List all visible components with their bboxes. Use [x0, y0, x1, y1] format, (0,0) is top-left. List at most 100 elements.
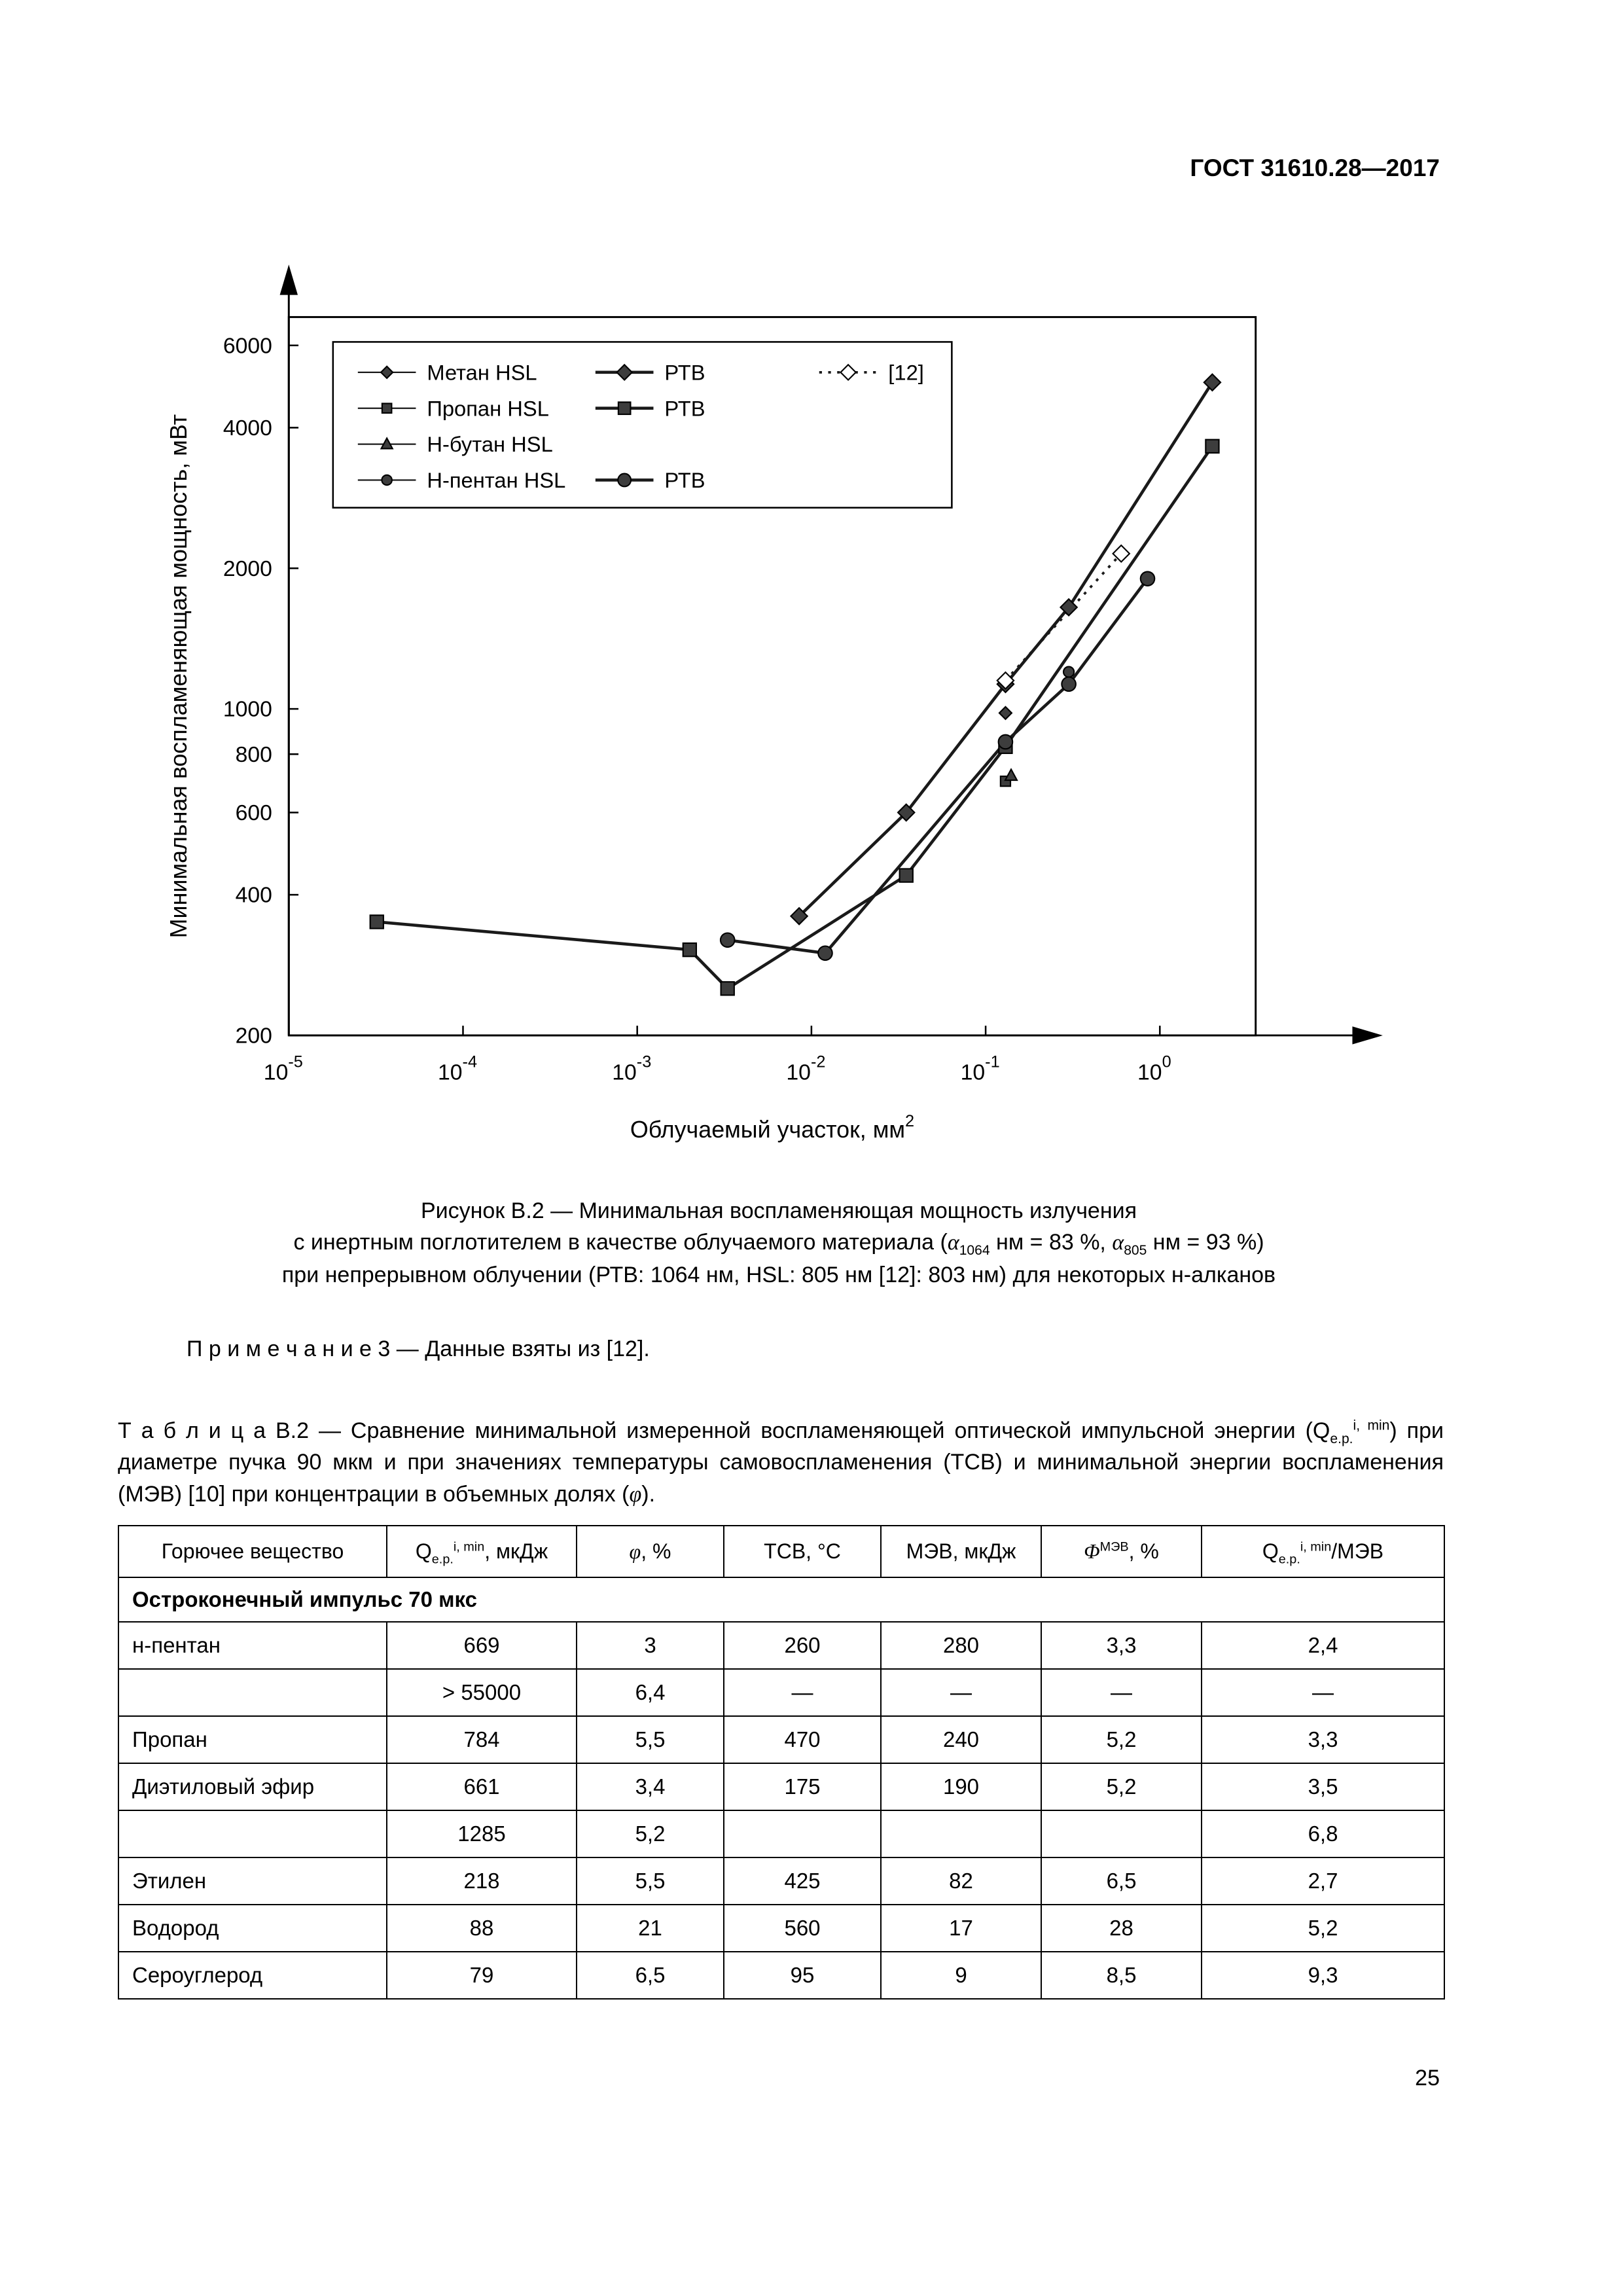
table-cell: 425 — [723, 1857, 882, 1905]
table-cell — [118, 1668, 387, 1717]
table-cell — [880, 1810, 1042, 1858]
figure-caption: Рисунок В.2 — Минимальная воспламеняющая… — [118, 1195, 1440, 1291]
column-header: Qe.p.i, min/МЭВ — [1201, 1525, 1445, 1578]
svg-text:6000: 6000 — [223, 333, 272, 358]
data-table: Горючее вещество Qe.p.i, min, мкДж φ, % ТСВ… — [118, 1525, 1445, 2000]
table-cell: 280 — [880, 1621, 1042, 1670]
svg-text:10-4: 10-4 — [438, 1052, 477, 1085]
table-cell: > 55000 — [386, 1668, 577, 1717]
table-cell — [118, 1810, 387, 1858]
table-cell: 5,5 — [576, 1857, 724, 1905]
table-row: Водород 88 21 560 17 28 5,2 — [118, 1904, 1445, 1952]
chart-series — [369, 373, 1222, 996]
table-row: Сероуглерод 79 6,5 95 9 8,5 9,3 — [118, 1951, 1445, 2000]
svg-text:4000: 4000 — [223, 416, 272, 440]
table-cell: Водород — [118, 1904, 387, 1952]
table-cell: 21 — [576, 1904, 724, 1952]
table-cell: 218 — [386, 1857, 577, 1905]
table-cell: 3 — [576, 1621, 724, 1670]
table-cell: 2,7 — [1201, 1857, 1445, 1905]
svg-text:[12]: [12] — [888, 360, 924, 384]
column-header: Горючее вещество — [118, 1525, 387, 1578]
table-cell: 240 — [880, 1715, 1042, 1764]
figure-caption-line-1: Рисунок В.2 — Минимальная воспламеняющая… — [420, 1198, 1137, 1223]
page-number: 25 — [1415, 2066, 1440, 2090]
table-cell: 260 — [723, 1621, 882, 1670]
table-cell — [723, 1810, 882, 1858]
column-header: Qe.p.i, min, мкДж — [386, 1525, 577, 1578]
table-section-cell: Остроконечный импульс 70 мкс — [118, 1577, 1445, 1623]
table-cell — [1041, 1810, 1202, 1858]
table-cell: 3,3 — [1041, 1621, 1202, 1670]
table-cell: 661 — [386, 1763, 577, 1811]
table-row: Пропан 784 5,5 470 240 5,2 3,3 — [118, 1715, 1445, 1764]
table-cell: — — [880, 1668, 1042, 1717]
svg-text:100: 100 — [1137, 1052, 1171, 1085]
svg-text:1000: 1000 — [223, 697, 272, 722]
svg-text:800: 800 — [236, 742, 272, 767]
svg-text:600: 600 — [236, 800, 272, 825]
svg-text:2000: 2000 — [223, 556, 272, 581]
table-cell: 560 — [723, 1904, 882, 1952]
figure-chart-container: 200 400 600 800 1000 2000 4000 6000 10-5 10-4 10-3… — [151, 262, 1394, 1177]
table-cell: Сероуглерод — [118, 1951, 387, 2000]
svg-text:10-3: 10-3 — [612, 1052, 651, 1085]
table-cell: 88 — [386, 1904, 577, 1952]
svg-text:10-2: 10-2 — [786, 1052, 825, 1085]
table-head-row: Горючее вещество Qe.p.i, min, мкДж φ, % ТСВ… — [118, 1525, 1445, 1578]
note-text: П р и м е ч а н и е 3 — Данные взяты из … — [187, 1336, 650, 1361]
table-cell: 5,2 — [1041, 1715, 1202, 1764]
svg-text:Облучаемый участок, мм2: Облучаемый участок, мм2 — [630, 1112, 914, 1143]
table-row: > 55000 6,4— — — — — [118, 1668, 1445, 1717]
table-cell: 2,4 — [1201, 1621, 1445, 1670]
table-cell: 175 — [723, 1763, 882, 1811]
table-cell: 9 — [880, 1951, 1042, 2000]
table-cell: 784 — [386, 1715, 577, 1764]
table-cell: Диэтиловый эфир — [118, 1763, 387, 1811]
svg-text:Минимальная воспламеняющая мощ: Минимальная воспламеняющая мощность, мВт — [166, 414, 192, 938]
table-body: Остроконечный импульс 70 мкс н-пентан 669 3… — [118, 1577, 1445, 2000]
table-cell: 9,3 — [1201, 1951, 1445, 2000]
table-cell: 6,5 — [1041, 1857, 1202, 1905]
table-row: н-пентан 669 3 260 280 3,3 2,4 — [118, 1621, 1445, 1670]
table-cell: 28 — [1041, 1904, 1202, 1952]
table-cell: Этилен — [118, 1857, 387, 1905]
column-header: ТСВ, °С — [723, 1525, 882, 1578]
figure-caption-line-3: при непрерывном облучении (РТВ: 1064 нм,… — [281, 1262, 1276, 1287]
table-row: Этилен 218 5,5 425 82 6,5 2,7 — [118, 1857, 1445, 1905]
column-header: МЭВ, мкДж — [880, 1525, 1042, 1578]
document-header: ГОСТ 31610.28—2017 — [1190, 154, 1440, 181]
table-cell: 8,5 — [1041, 1951, 1202, 2000]
table-cell: Пропан — [118, 1715, 387, 1764]
table-cell: 6,8 — [1201, 1810, 1445, 1858]
table-cell: 5,5 — [576, 1715, 724, 1764]
figure-chart: 200 400 600 800 1000 2000 4000 6000 10-5 10-4 10-3… — [166, 264, 1383, 1143]
table-caption: Т а б л и ц а В.2 — Сравнение минимально… — [118, 1418, 1444, 1507]
table-cell: 95 — [723, 1951, 882, 2000]
table-cell: — — [723, 1668, 882, 1717]
table-cell: 3,5 — [1201, 1763, 1445, 1811]
table-row: Диэтиловый эфир 661 3,4 175 190 5,2 3,5 — [118, 1763, 1445, 1811]
figure-caption-line-2: с инертным поглотителем в качестве облуч… — [293, 1230, 1264, 1259]
table-cell: 5,2 — [1041, 1763, 1202, 1811]
table-cell: 1285 — [386, 1810, 577, 1858]
table-cell: 79 — [386, 1951, 577, 2000]
table-cell: 669 — [386, 1621, 577, 1670]
svg-text:Н-бутан HSL: Н-бутан HSL — [427, 432, 552, 456]
svg-text:10-1: 10-1 — [961, 1052, 1000, 1085]
table-cell: 17 — [880, 1904, 1042, 1952]
table-cell: 470 — [723, 1715, 882, 1764]
table-cell: — — [1041, 1668, 1202, 1717]
table-cell: — — [1201, 1668, 1445, 1717]
chart-legend: Метан HSL Пропан HSL Н-бутан HSL Н-пентан H… — [332, 341, 953, 509]
svg-text:400: 400 — [236, 883, 272, 908]
table-cell: 6,4 — [576, 1668, 724, 1717]
table-cell: 6,5 — [576, 1951, 724, 2000]
table-cell: н-пентан — [118, 1621, 387, 1670]
svg-text:200: 200 — [236, 1024, 272, 1049]
table-cell: 190 — [880, 1763, 1042, 1811]
table-row: 1285 5,2 6,8 — [118, 1810, 1445, 1858]
svg-text:Н-пентан HSL: Н-пентан HSL — [427, 468, 565, 492]
svg-text:10-5: 10-5 — [264, 1052, 303, 1085]
